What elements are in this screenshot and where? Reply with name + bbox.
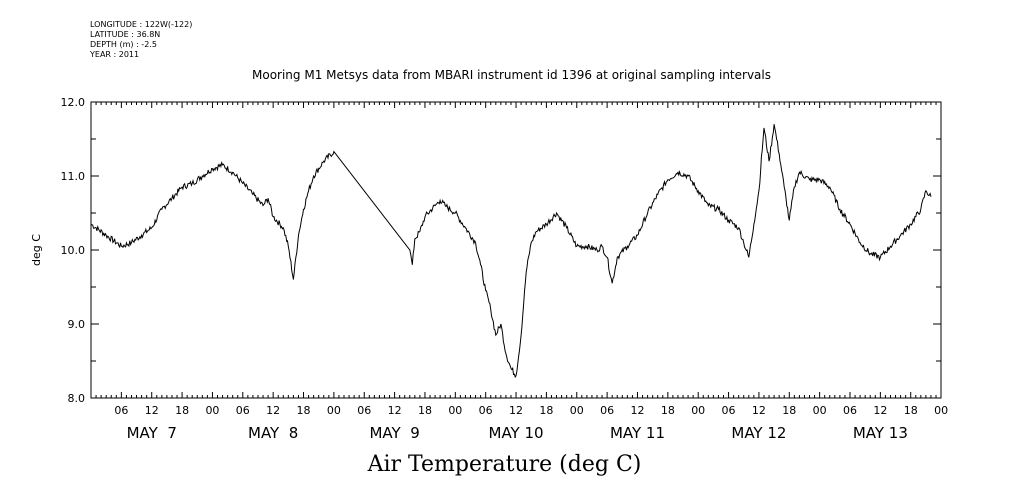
x-tick-label: 18 [539,404,553,417]
chart-series [90,124,932,379]
x-tick-label: 06 [843,404,857,417]
y-axis-label: deg C [30,234,43,266]
y-tick-label: 11.0 [61,170,86,183]
x-tick-label: 06 [722,404,736,417]
x-tick-label: 12 [873,404,887,417]
x-day-label: MAY 8 [248,424,298,442]
x-tick-label: 06 [600,404,614,417]
chart-title: Mooring M1 Metsys data from MBARI instru… [252,68,771,82]
x-tick-label: 12 [145,404,159,417]
x-day-label: MAY 10 [489,424,544,442]
x-tick-label: 00 [691,404,705,417]
x-tick-label: 06 [479,404,493,417]
chart-title-wrap: Mooring M1 Metsys data from MBARI instru… [0,68,1009,82]
x-tick-label: 00 [205,404,219,417]
x-tick-label: 18 [297,404,311,417]
x-tick-label: 00 [327,404,341,417]
x-tick-label: 00 [934,404,948,417]
x-tick-label: 00 [448,404,462,417]
x-tick-label: 18 [904,404,918,417]
x-tick-label: 12 [509,404,523,417]
x-day-label: MAY 7 [127,424,177,442]
x-axis-title: Air Temperature (deg C) [367,452,642,477]
metadata-block: LONGITUDE : 122W(-122) LATITUDE : 36.8N … [90,20,192,60]
x-tick-label: 18 [418,404,432,417]
x-tick-label: 12 [266,404,280,417]
y-tick-label: 9.0 [68,318,86,331]
y-tick-label: 12.0 [61,96,86,109]
x-tick-label: 18 [782,404,796,417]
x-tick-label: 18 [175,404,189,417]
longitude-label: LONGITUDE : 122W(-122) [90,20,193,29]
x-tick-label: 06 [236,404,250,417]
x-day-label: MAY 11 [610,424,665,442]
y-tick-label: 8.0 [68,392,86,405]
latitude-label: LATITUDE : 36.8N [90,30,161,39]
plot-frame [90,101,942,399]
x-day-label: MAY 9 [369,424,419,442]
x-day-label: MAY 13 [853,424,908,442]
series-line-0 [90,124,932,379]
x-tick-label: 06 [357,404,371,417]
year-label: YEAR : 2011 [90,50,140,59]
x-tick-label: 06 [114,404,128,417]
chart-labels: 8.0 9.0 10.0 11.0 12.0 deg C 06 12 18 00 06 12 18 00 0… [30,96,948,442]
x-day-label: MAY 12 [731,424,786,442]
x-tick-label: 18 [661,404,675,417]
x-tick-label: 00 [570,404,584,417]
depth-label: DEPTH (m) : -2.5 [90,40,157,49]
y-tick-label: 10.0 [61,244,86,257]
chart-axes [90,101,942,399]
x-tick-label: 12 [630,404,644,417]
x-tick-label: 12 [752,404,766,417]
x-tick-label: 00 [813,404,827,417]
x-tick-label: 12 [388,404,402,417]
